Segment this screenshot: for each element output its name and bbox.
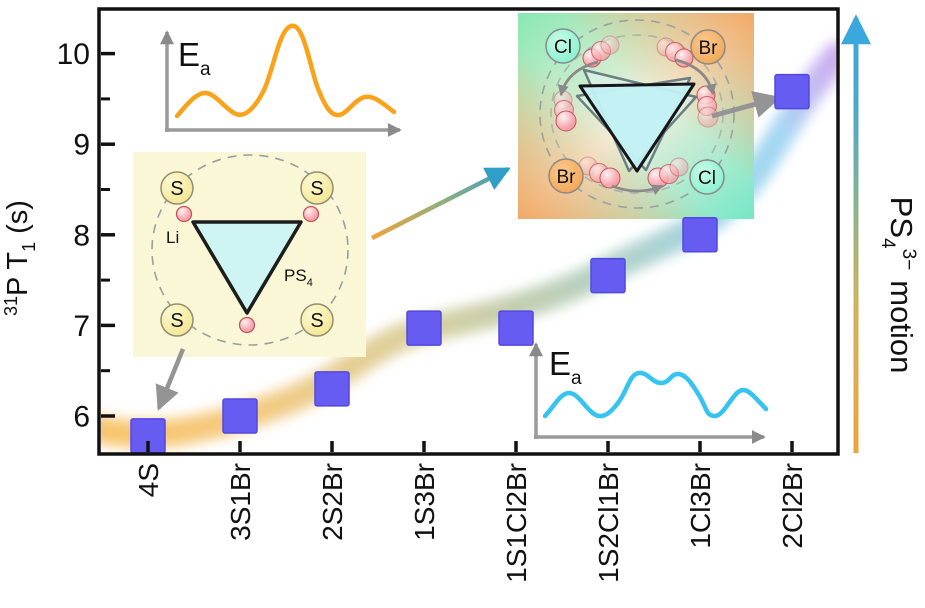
mobile-lithium-atoms xyxy=(553,35,719,189)
anion-orbit-circle xyxy=(539,19,735,209)
disordered-inset-pointer-arrow xyxy=(711,91,782,119)
rotation-arrows xyxy=(557,58,717,195)
energy-inset-disordered: Ea xyxy=(529,342,769,444)
x-tick-label: 3S1Br xyxy=(225,463,256,541)
x-tick-label: 2S2Br xyxy=(317,463,348,541)
lithium-atoms xyxy=(175,205,320,334)
lithium-label: Li xyxy=(166,228,179,247)
bromine-label: Br xyxy=(557,167,577,188)
data-point xyxy=(682,217,718,253)
y-tick-label: 10 xyxy=(57,38,90,71)
data-point xyxy=(406,310,442,346)
y-axis-label: 31P T1(s) xyxy=(1,200,39,316)
trend-band xyxy=(101,39,836,452)
x-tick-label: 1S3Br xyxy=(409,463,440,541)
ps4-inset-disordered: Cl Br Br Cl xyxy=(518,13,754,219)
y-tick-label: 6 xyxy=(73,401,90,434)
sulfur-label: S xyxy=(170,310,183,332)
x-tick-label: 2Cl2Br xyxy=(777,463,808,549)
x-tick-label: 1S2Cl1Br xyxy=(593,463,624,583)
data-point xyxy=(314,371,350,407)
ps4-inset-ordered: S S S S Li PS4 xyxy=(133,152,366,357)
ps4-tetrahedron xyxy=(191,220,303,315)
data-point xyxy=(222,398,258,434)
li-orbit-circle xyxy=(151,154,349,346)
data-point xyxy=(774,73,810,110)
axes: 6 7 8 9 10 4S 3S1Br 2S2Br 1S3Br 1S1Cl2Br 1S2Cl1Br 1… xyxy=(57,38,808,583)
sulfur-atoms: S S S S xyxy=(160,171,334,337)
sulfur-label: S xyxy=(310,310,323,332)
ps4-motion-label: PS43−motion xyxy=(877,197,919,374)
data-points xyxy=(130,73,810,454)
rotating-tetrahedra xyxy=(575,68,698,173)
bromine-label: Br xyxy=(699,38,719,59)
chlorine-label: Cl xyxy=(554,37,572,58)
energy-inset-ordered: Ea xyxy=(160,23,402,137)
ordered-to-disordered-arrow xyxy=(370,166,511,241)
y-tick-label: 8 xyxy=(73,219,90,252)
activation-energy-label: Ea xyxy=(549,345,582,389)
energy-curve-ordered xyxy=(174,23,397,119)
sulfur-label: S xyxy=(310,178,323,200)
ordered-inset-pointer-arrow xyxy=(155,348,186,411)
y-tick-label: 7 xyxy=(73,310,90,343)
data-point xyxy=(498,310,534,346)
sulfur-label: S xyxy=(170,178,183,200)
halide-atoms: Cl Br Br Cl xyxy=(545,28,726,195)
activation-energy-label: Ea xyxy=(178,36,211,80)
ps4-label: PS4 xyxy=(284,266,313,289)
x-tick-label: 1S1Cl2Br xyxy=(501,463,532,583)
plot-frame xyxy=(97,7,840,456)
energy-curve-disordered xyxy=(542,370,769,419)
y-tick-label: 9 xyxy=(73,129,90,162)
annotation-arrows xyxy=(155,91,782,411)
data-point xyxy=(590,257,626,294)
x-tick-label: 1Cl3Br xyxy=(685,463,716,549)
x-tick-label: 4S xyxy=(133,463,164,497)
chlorine-label: Cl xyxy=(698,168,716,189)
